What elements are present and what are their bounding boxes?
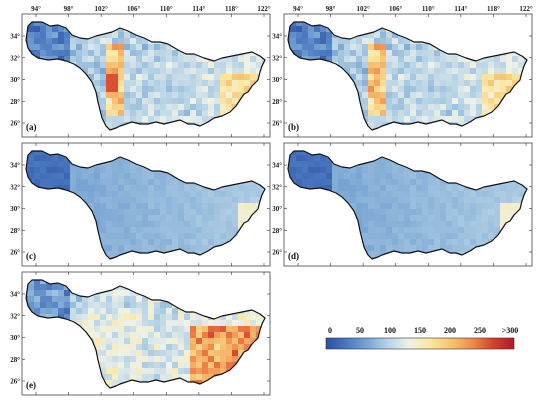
latitude-tick-label: 32° [272, 183, 282, 191]
latitude-tick-label: 26° [272, 120, 282, 128]
latitude-tick-label: 32° [10, 183, 20, 191]
latitude-tick-label: 32° [10, 312, 20, 320]
longitude-tick-label: 114° [454, 5, 467, 13]
latitude-tick-label: 34° [10, 162, 20, 170]
panel-label: (e) [26, 380, 36, 390]
latitude-tick-label: 28° [10, 356, 20, 364]
latitude-tick-label: 34° [10, 33, 20, 41]
latitude-tick-label: 28° [272, 98, 282, 106]
basin-outline [287, 150, 528, 260]
latitude-tick-label: 34° [10, 291, 20, 299]
latitude-tick-label: 32° [10, 54, 20, 62]
colorbar-tick-label: 50 [356, 326, 364, 335]
colorbar-tick-label: 250 [474, 326, 486, 335]
longitude-tick-label: 110° [422, 5, 435, 13]
basin-outline [25, 150, 266, 260]
longitude-tick-label: 118° [487, 5, 500, 13]
colorbar: 0 50 100 150 200 250 >300 [325, 326, 518, 350]
basin-outline [25, 21, 266, 131]
panel-label: (d) [288, 251, 299, 261]
latitude-tick-label: 30° [272, 76, 282, 84]
colorbar-gradient [325, 337, 515, 350]
colorbar-tick-label: 200 [444, 326, 456, 335]
map-panel-c: 34° 32° 30° 28° 26° (c) [10, 142, 271, 267]
latitude-tick-label: 34° [272, 33, 282, 41]
colorbar-tick-label: 0 [328, 326, 332, 335]
map-panel-e: 34° 32° 30° 28° 26° (e) [10, 271, 271, 396]
colorbar-tick-label: >300 [502, 326, 519, 335]
latitude-tick-label: 26° [272, 249, 282, 257]
map-panel-d: 34° 32° 30° 28° 26° (d) [272, 142, 533, 267]
latitude-tick-label: 30° [10, 205, 20, 213]
latitude-tick-label: 28° [272, 227, 282, 235]
longitude-tick-label: 98° [64, 5, 74, 13]
longitude-tick-label: 94° [31, 5, 41, 13]
longitude-tick-label: 98° [326, 5, 336, 13]
map-panel-a: 94° 98° 102° 106° 110° 114° 118° 122° 34° 32° 30° 2… [10, 5, 271, 138]
map-panel-b: 94° 98° 102° 106° 110° 114° 118° 122° 34° 32° 30° 2… [272, 5, 533, 138]
longitude-tick-label: 122° [519, 5, 533, 13]
longitude-tick-label: 106° [127, 5, 141, 13]
longitude-tick-label: 102° [356, 5, 370, 13]
longitude-tick-label: 114° [192, 5, 205, 13]
longitude-tick-label: 106° [389, 5, 403, 13]
longitude-tick-label: 102° [94, 5, 108, 13]
longitude-tick-label: 122° [257, 5, 271, 13]
panel-label: (c) [26, 251, 36, 261]
latitude-tick-label: 34° [272, 162, 282, 170]
colorbar-tick-label: 150 [414, 326, 426, 335]
longitude-tick-label: 118° [225, 5, 238, 13]
colorbar-tick-labels: 0 50 100 150 200 250 >300 [328, 326, 518, 335]
panel-label: (b) [288, 122, 299, 132]
longitude-tick-label: 94° [293, 5, 303, 13]
latitude-tick-label: 30° [10, 334, 20, 342]
basin-outline [25, 279, 266, 389]
longitude-tick-label: 110° [160, 5, 173, 13]
basin-outline [287, 21, 528, 131]
latitude-tick-label: 26° [10, 249, 20, 257]
latitude-tick-label: 28° [10, 227, 20, 235]
latitude-tick-label: 30° [272, 205, 282, 213]
colorbar-tick-label: 100 [384, 326, 396, 335]
latitude-tick-label: 28° [10, 98, 20, 106]
latitude-tick-label: 26° [10, 120, 20, 128]
latitude-tick-label: 32° [272, 54, 282, 62]
panel-label: (a) [26, 122, 37, 132]
latitude-tick-label: 30° [10, 76, 20, 84]
latitude-tick-label: 26° [10, 378, 20, 386]
